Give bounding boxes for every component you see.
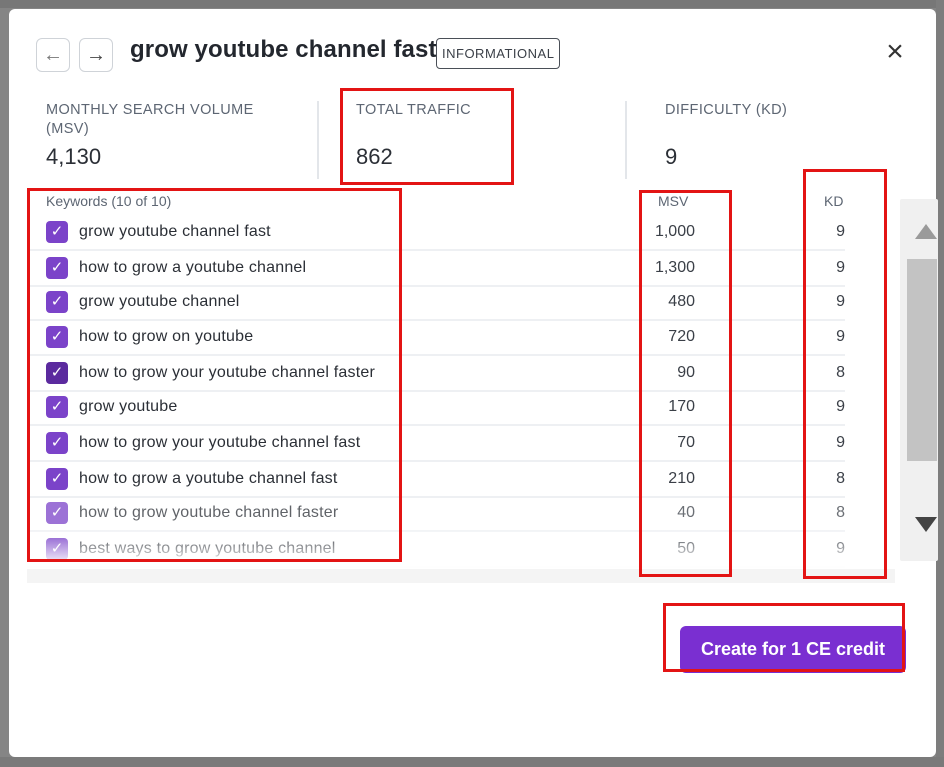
kd-cell: 9 [836,398,845,415]
msv-cell: 480 [668,293,695,310]
msv-cell: 1,300 [654,259,695,276]
kd-cell: 9 [836,259,845,276]
msv-column-header: MSV [658,193,689,209]
table-row[interactable]: ✓ grow youtube 170 9 [27,388,845,426]
intent-badge: INFORMATIONAL [436,38,561,69]
keyword-text: how to grow on youtube [79,328,254,345]
table-row[interactable]: ✓ how to grow a youtube channel 1,300 9 [27,249,845,287]
kd-stat-value: 9 [665,144,678,169]
row-checkbox[interactable]: ✓ [46,221,68,243]
kd-column-header: KD [824,193,844,209]
arrow-left-icon: ← [43,43,63,66]
kd-stat-label: DIFFICULTY (KD) [665,102,788,118]
kd-cell: 8 [836,364,845,381]
arrow-right-icon: → [86,43,106,66]
row-checkbox[interactable]: ✓ [46,257,68,279]
msv-cell: 90 [677,364,695,381]
back-button[interactable]: ← [36,38,70,72]
keyword-text: grow youtube channel [79,293,240,310]
modal-title: grow youtube channel fast [130,36,437,63]
keyword-text: how to grow a youtube channel [79,259,307,276]
msv-cell: 720 [668,328,695,345]
row-checkbox[interactable]: ✓ [46,362,68,384]
table-row[interactable]: ✓ how to grow your youtube channel faster… [27,354,845,392]
keyword-text: how to grow youtube channel faster [79,504,339,521]
scrollbar-thumb[interactable] [907,259,937,461]
msv-stat-label: MONTHLY SEARCH VOLUME (MSV) [46,102,254,137]
row-checkbox[interactable]: ✓ [46,432,68,454]
traffic-stat-label: TOTAL TRAFFIC [356,102,472,118]
keyword-text: how to grow your youtube channel fast [79,434,361,451]
keywords-column-header: Keywords (10 of 10) [46,193,172,209]
table-row[interactable]: ✓ grow youtube channel fast 1,000 9 [27,213,845,251]
table-row[interactable]: ✓ how to grow a youtube channel fast 210 8 [27,460,845,498]
kd-cell: 9 [836,328,845,345]
msv-cell: 1,000 [654,223,695,240]
stat-divider [317,101,319,179]
msv-cell: 210 [668,470,695,487]
background-strip [0,757,944,767]
table-row[interactable]: ✓ how to grow your youtube channel fast 70… [27,424,845,462]
scroll-down-arrow-icon[interactable] [915,517,937,532]
keyword-modal: ← → grow youtube channel fast INFORMATIO… [9,9,938,757]
table-row[interactable]: ✓ how to grow on youtube 720 9 [27,318,845,356]
row-checkbox[interactable]: ✓ [46,291,68,313]
close-button[interactable]: × [882,37,908,67]
row-checkbox[interactable]: ✓ [46,396,68,418]
keyword-text: how to grow your youtube channel faster [79,364,375,381]
kd-cell: 9 [836,434,845,451]
kd-cell: 8 [836,470,845,487]
msv-stat-value: 4,130 [46,144,102,169]
stat-divider [625,101,627,179]
kd-cell: 8 [836,504,845,521]
forward-button[interactable]: → [79,38,113,72]
keyword-text: grow youtube [79,398,178,415]
horizontal-scrollbar[interactable] [27,569,895,583]
kd-cell: 9 [836,293,845,310]
create-content-button[interactable]: Create for 1 CE credit [680,626,906,673]
keyword-text: grow youtube channel fast [79,223,271,240]
row-checkbox[interactable]: ✓ [46,502,68,524]
background-strip [0,0,944,8]
msv-cell: 70 [677,434,695,451]
table-row[interactable]: ✓ grow youtube channel 480 9 [27,283,845,321]
background-strip [936,0,944,767]
scroll-up-arrow-icon[interactable] [915,224,937,239]
kd-cell: 9 [836,223,845,240]
keyword-text: how to grow a youtube channel fast [79,470,338,487]
traffic-stat-value: 862 [356,144,393,169]
row-checkbox[interactable]: ✓ [46,326,68,348]
close-icon: × [886,35,904,68]
msv-cell: 170 [668,398,695,415]
table-row[interactable]: ✓ how to grow youtube channel faster 40 8 [27,494,845,532]
row-checkbox[interactable]: ✓ [46,468,68,490]
msv-cell: 40 [677,504,695,521]
